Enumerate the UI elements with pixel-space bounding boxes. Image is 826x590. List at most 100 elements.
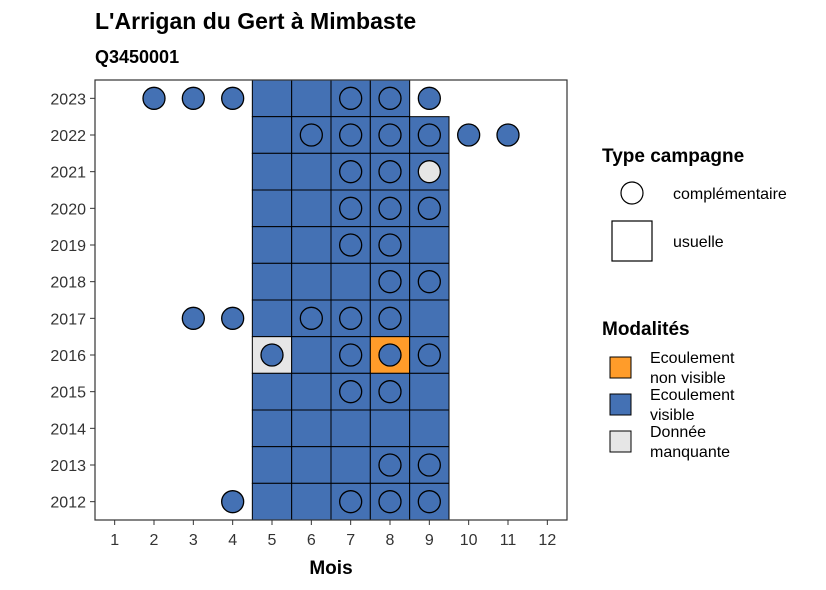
heatmap-cell-2013-7 bbox=[330, 446, 371, 484]
y-tick-label-2015: 2015 bbox=[50, 385, 86, 402]
campaign-point-2017-7 bbox=[339, 306, 363, 330]
y-tick-label-2019: 2019 bbox=[50, 238, 86, 255]
campaign-points bbox=[142, 86, 520, 514]
y-tick-label-2023: 2023 bbox=[50, 91, 86, 108]
campaign-point-2022-6 bbox=[299, 123, 323, 147]
x-tick-label-9: 9 bbox=[425, 532, 434, 549]
campaign-point-2018-8 bbox=[378, 270, 402, 294]
heatmap-cell-2015-6 bbox=[291, 372, 332, 411]
x-tick-label-5: 5 bbox=[268, 532, 277, 549]
campaign-point-2017-4 bbox=[221, 306, 245, 330]
campaign-point-2018-9 bbox=[417, 270, 441, 294]
heatmap-cell-2019-9 bbox=[409, 226, 450, 264]
heatmap-cell-2018-7 bbox=[330, 262, 371, 301]
y-axis: 2012 2013 2014 2015 2016 2017 2018 2019 2020 2021… bbox=[50, 91, 95, 512]
heatmap-cell-2012-6 bbox=[291, 482, 332, 521]
campaign-point-2021-9 bbox=[417, 160, 441, 184]
heatmap-cell-2013-6 bbox=[291, 446, 332, 484]
heatmap-cell-2012-8 bbox=[369, 482, 411, 521]
campaign-point-2020-9 bbox=[417, 196, 441, 220]
plot-border bbox=[94, 79, 568, 521]
campaign-point-2023-3 bbox=[181, 86, 205, 110]
campaign-point-2012-7 bbox=[339, 490, 363, 514]
campaign-point-2016-7 bbox=[339, 343, 363, 367]
y-tick-label-2017: 2017 bbox=[50, 311, 86, 328]
heatmap-cell-2014-5 bbox=[251, 409, 293, 448]
heatmap-cell-2018-6 bbox=[291, 262, 332, 301]
legend-campaign-title: Type campagne bbox=[602, 146, 744, 167]
campaign-point-2017-3 bbox=[181, 306, 205, 330]
campaign-point-2023-4 bbox=[221, 86, 245, 110]
heatmap-cell-2014-9 bbox=[409, 409, 450, 448]
campaign-point-2017-6 bbox=[299, 306, 323, 330]
legend-swatch-ecoulement-visible bbox=[609, 393, 632, 416]
campaign-point-2021-8 bbox=[378, 160, 402, 184]
heatmap-cell-2019-5 bbox=[251, 226, 293, 264]
x-tick-label-11: 11 bbox=[500, 532, 517, 549]
campaign-point-2019-7 bbox=[339, 233, 363, 257]
x-tick-label-8: 8 bbox=[386, 532, 395, 549]
chart-subtitle: Q3450001 bbox=[95, 47, 179, 67]
campaign-point-2017-8 bbox=[378, 306, 402, 330]
x-axis: 1 2 3 4 5 6 7 8 9 10 11 12 bbox=[110, 520, 556, 549]
campaign-point-2012-9 bbox=[417, 490, 441, 514]
heatmap-cell-2019-8 bbox=[369, 226, 411, 264]
legend-modality-1-line1: Ecoulement bbox=[650, 387, 735, 404]
heatmap-cell-2020-5 bbox=[251, 189, 293, 228]
heatmap-cell-2015-5 bbox=[251, 372, 293, 411]
campaign-point-2022-9 bbox=[417, 123, 441, 147]
legend-campaign: Type campagne complémentaire usuelle bbox=[602, 146, 787, 262]
heatmap-cell-2013-5 bbox=[251, 446, 293, 484]
x-tick-label-2: 2 bbox=[150, 532, 159, 549]
heatmap-cell-2021-6 bbox=[291, 152, 332, 191]
y-tick-label-2013: 2013 bbox=[50, 458, 86, 475]
campaign-point-2012-8 bbox=[378, 490, 402, 514]
heatmap-cell-2014-8 bbox=[369, 409, 411, 448]
heatmap-cells bbox=[251, 79, 450, 521]
y-tick-label-2021: 2021 bbox=[50, 165, 86, 182]
legend-swatch-ecoulement-non-visible bbox=[609, 356, 632, 379]
campaign-point-2022-7 bbox=[339, 123, 363, 147]
campaign-point-2022-8 bbox=[378, 123, 402, 147]
y-tick-label-2018: 2018 bbox=[50, 275, 86, 292]
heatmap-cell-2012-5 bbox=[251, 482, 293, 521]
y-tick-label-2016: 2016 bbox=[50, 348, 86, 365]
legend-campaign-label-circle: complémentaire bbox=[673, 186, 787, 203]
legend-campaign-label-square: usuelle bbox=[673, 234, 724, 251]
campaign-point-2016-5 bbox=[260, 343, 284, 367]
campaign-point-2022-11 bbox=[496, 123, 520, 147]
campaign-point-2023-7 bbox=[339, 86, 363, 110]
campaign-point-2023-2 bbox=[142, 86, 166, 110]
legend-swatch-donnee-manquante bbox=[609, 430, 632, 453]
campaign-point-2023-8 bbox=[378, 86, 402, 110]
heatmap-cell-2020-6 bbox=[291, 189, 332, 228]
heatmap-cell-2021-5 bbox=[251, 152, 293, 191]
campaign-point-2019-8 bbox=[378, 233, 402, 257]
x-tick-label-10: 10 bbox=[460, 532, 478, 549]
campaign-point-2012-4 bbox=[221, 490, 245, 514]
campaign-point-2016-8 bbox=[378, 343, 402, 367]
y-tick-label-2020: 2020 bbox=[50, 201, 86, 218]
legend-modalities-title: Modalités bbox=[602, 319, 690, 340]
y-tick-label-2012: 2012 bbox=[50, 495, 86, 512]
heatmap-cell-2015-9 bbox=[409, 372, 450, 411]
x-tick-label-6: 6 bbox=[307, 532, 316, 549]
campaign-point-2013-8 bbox=[378, 453, 402, 477]
legend-modalities: Modalités Ecoulement non visible Ecoulem… bbox=[602, 319, 735, 461]
x-axis-title: Mois bbox=[309, 558, 352, 579]
legend-circle-symbol bbox=[620, 181, 644, 205]
campaign-point-2016-9 bbox=[417, 343, 441, 367]
x-tick-label-7: 7 bbox=[346, 532, 355, 549]
legend-square-symbol bbox=[611, 220, 653, 262]
y-tick-label-2022: 2022 bbox=[50, 128, 86, 145]
legend-modality-1-line2: visible bbox=[650, 407, 695, 424]
x-tick-label-1: 1 bbox=[110, 532, 119, 549]
campaign-point-2020-8 bbox=[378, 196, 402, 220]
heatmap-cell-2019-6 bbox=[291, 226, 332, 264]
heatmap-cell-2018-5 bbox=[251, 262, 293, 301]
chart-title: L'Arrigan du Gert à Mimbaste bbox=[95, 8, 416, 34]
campaign-point-2020-7 bbox=[339, 196, 363, 220]
heatmap-cell-2016-6 bbox=[291, 336, 332, 374]
campaign-point-2013-9 bbox=[417, 453, 441, 477]
